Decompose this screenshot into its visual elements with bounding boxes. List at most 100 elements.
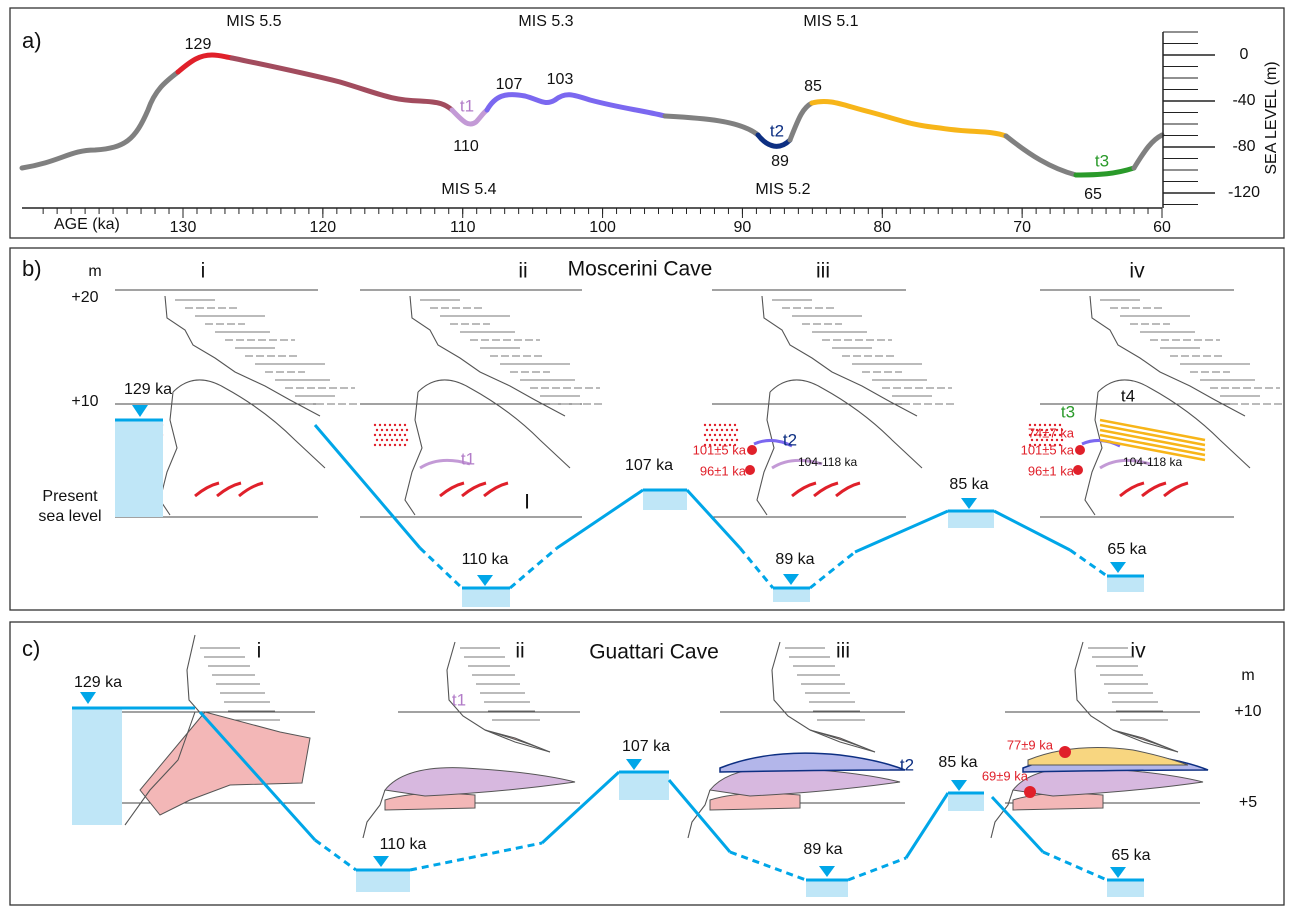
cave-outline	[418, 380, 570, 468]
red-dot	[394, 424, 396, 426]
level-age: 85 ka	[949, 476, 988, 493]
date-point	[1075, 445, 1085, 455]
y-tick-label: -40	[1232, 92, 1255, 109]
stage-numeral: ii	[518, 260, 527, 283]
sea-water	[356, 870, 410, 892]
dating-label: 104-118 ka	[1123, 455, 1182, 469]
peak-label: 85	[804, 78, 822, 95]
red-dot	[384, 434, 386, 436]
date-point	[1073, 465, 1083, 475]
level-marker	[951, 780, 967, 791]
unit-label: m	[1241, 667, 1254, 684]
red-terrace	[195, 483, 219, 496]
red-dot	[714, 434, 716, 436]
red-dot	[384, 444, 386, 446]
red-dot	[706, 439, 708, 441]
sea-water	[948, 511, 994, 528]
x-tick-label: 80	[873, 219, 891, 236]
sea-water	[72, 708, 122, 825]
red-terrace	[1120, 483, 1144, 496]
present-sea-level: Present	[42, 488, 98, 505]
yellow-deposit	[1100, 430, 1205, 450]
red-terrace	[814, 483, 838, 496]
red-dot	[389, 444, 391, 446]
red-dot	[389, 434, 391, 436]
red-dot	[734, 424, 736, 426]
stray-mark: I	[524, 491, 530, 514]
red-dot	[386, 429, 388, 431]
cliff	[1075, 642, 1178, 752]
date-point	[1024, 786, 1036, 798]
red-terrace	[836, 483, 860, 496]
red-terrace	[462, 483, 486, 496]
trough-label: 89	[771, 153, 789, 170]
level-marker	[626, 759, 642, 770]
level-marker	[961, 498, 977, 509]
cave-wall	[405, 392, 422, 515]
level-path	[510, 548, 557, 588]
red-dot	[394, 444, 396, 446]
panel-label: b)	[22, 256, 42, 281]
level-path	[810, 552, 855, 588]
red-dot	[399, 424, 401, 426]
x-tick-label: 60	[1153, 219, 1171, 236]
level-marker	[373, 856, 389, 867]
x-tick-label: 110	[450, 219, 476, 236]
dating-label: 69±9 ka	[982, 768, 1029, 783]
sea-water	[1107, 576, 1144, 592]
red-terrace	[484, 483, 508, 496]
red-dot	[396, 429, 398, 431]
level-path	[420, 548, 462, 588]
date-point	[1059, 746, 1071, 758]
panel-b-frame	[10, 248, 1284, 610]
red-dot	[711, 439, 713, 441]
red-dot	[404, 444, 406, 446]
cave-wall	[757, 392, 774, 515]
level-age: 110 ka	[462, 551, 509, 568]
stage-numeral: iii	[836, 640, 850, 663]
trough-label: 110	[453, 138, 479, 155]
level-marker	[132, 405, 148, 417]
y-tick-label: -120	[1228, 184, 1260, 201]
red-dot	[736, 439, 738, 441]
dating-label: 74±7 ka	[1028, 425, 1075, 440]
red-dot	[399, 434, 401, 436]
red-dot	[374, 424, 376, 426]
red-terrace	[217, 483, 241, 496]
level-path	[730, 852, 806, 880]
level-age: 107 ka	[622, 738, 670, 755]
dating-label: 101±5 ka	[1021, 442, 1075, 457]
red-dot	[726, 429, 728, 431]
red-dot	[406, 439, 408, 441]
x-tick-label: 70	[1013, 219, 1031, 236]
y-tick-label: 0	[1240, 46, 1249, 63]
level-marker	[783, 574, 799, 585]
level-path	[1043, 852, 1107, 880]
level-marker	[1110, 562, 1126, 573]
level-age: 110 ka	[380, 836, 427, 853]
panel-label: c)	[22, 636, 40, 661]
terrace-label: t1	[461, 449, 475, 468]
red-dot	[391, 429, 393, 431]
x-tick-label: 120	[310, 219, 337, 236]
red-dot	[374, 434, 376, 436]
sea-water	[619, 772, 669, 800]
red-dot	[391, 439, 393, 441]
level-age: 107 ka	[625, 457, 673, 474]
red-terrace	[1164, 483, 1188, 496]
level-marker	[80, 692, 96, 704]
red-terrace	[792, 483, 816, 496]
red-dot	[379, 434, 381, 436]
x-tick-label: 90	[734, 219, 752, 236]
red-dot	[736, 429, 738, 431]
level-path	[557, 490, 643, 548]
x-tick-label: 130	[170, 219, 197, 236]
sea-water	[115, 420, 163, 517]
level-marker	[477, 575, 493, 586]
pink-sediment	[810, 730, 875, 752]
mis-label: MIS 5.4	[441, 181, 496, 198]
terrace-label: t3	[1061, 402, 1075, 421]
sea-water	[643, 490, 687, 510]
red-dot	[401, 439, 403, 441]
y-axis-title: SEA LEVEL (m)	[1263, 61, 1280, 174]
